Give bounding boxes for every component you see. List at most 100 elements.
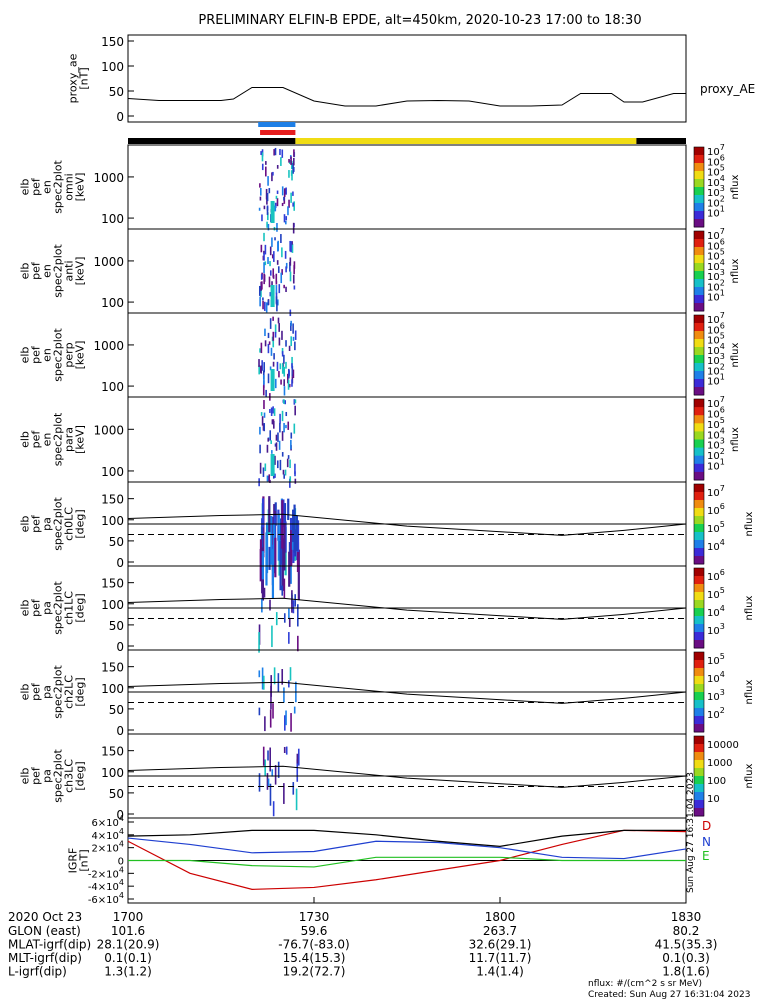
energy-panel-perp-cell bbox=[285, 361, 287, 369]
energy-panel-para-cell bbox=[276, 460, 279, 469]
energy-panel-anti-cell bbox=[269, 292, 272, 297]
footer-row-value: 59.6 bbox=[301, 924, 328, 938]
energy-panel-para-heatmap bbox=[258, 399, 297, 488]
footer-row-value: -76.7(-83.0) bbox=[278, 938, 349, 952]
pitch-panel-ch2LC-ylabel-line: pef bbox=[30, 682, 43, 701]
energy-panel-para-cell bbox=[271, 450, 273, 454]
energy-panel-anti-cell bbox=[270, 285, 275, 307]
footer-row-label: L-igrf(dip) bbox=[8, 965, 67, 979]
igrf-series-line bbox=[127, 837, 687, 860]
energy-panel-para-cell bbox=[285, 424, 287, 429]
pitch-panel-ch0LC-cell bbox=[281, 538, 284, 591]
energy-panel-omni-cell bbox=[266, 221, 268, 228]
energy-panel-anti-cell bbox=[260, 244, 263, 253]
energy-panel-anti-cell bbox=[285, 262, 288, 269]
energy-panel-anti-cell bbox=[260, 274, 263, 280]
energy-panel-anti-cell bbox=[263, 262, 265, 274]
energy-panel-anti-cell bbox=[291, 241, 293, 245]
energy-panel-anti-colorbar-segment bbox=[694, 287, 704, 296]
energy-panel-anti-colorbar bbox=[693, 230, 705, 312]
energy-panel-omni-ylabel-line: en bbox=[41, 180, 54, 194]
pitch-panel-ch0LC-ylabel-line: ch0LC bbox=[63, 507, 76, 541]
pitch-panel-ch1LC-cell bbox=[291, 590, 293, 613]
pitch-panel-ch1LC-colorbar-segment bbox=[694, 592, 704, 601]
energy-panel-para-cell bbox=[266, 444, 269, 453]
energy-panel-para-cell bbox=[259, 444, 261, 454]
pitch-panel-ch3LC-ylabel-line: spec2plot bbox=[52, 749, 65, 803]
energy-panel-perp-cell bbox=[258, 364, 260, 375]
energy-panel-perp-cell bbox=[283, 386, 286, 396]
pitch-panel-ch2LC-cell bbox=[284, 715, 286, 731]
energy-panel-omni-cell bbox=[267, 176, 269, 186]
pitch-panel-ch0LC-cell bbox=[259, 539, 263, 563]
pitch-panel-ch1LC-ytick-label: 50 bbox=[109, 619, 124, 633]
footer-row-value: 1.3(1.2) bbox=[104, 965, 152, 979]
footer: 2020 Oct 23 1700 1730 1800 1830 GLON (east) 10… bbox=[8, 910, 750, 1000]
pitch-panel-ch0LC-ytick-label: 50 bbox=[109, 535, 124, 549]
pitch-panel-ch0LC-ylabel-line: elb bbox=[19, 516, 32, 533]
pitch-panel-ch0LC-cell bbox=[271, 516, 275, 571]
pitch-panel-ch0LC-cell bbox=[296, 520, 300, 553]
energy-panel-perp-cell bbox=[283, 379, 285, 387]
pitch-panel-ch2LC-colorbar-segment bbox=[694, 692, 704, 701]
pitch-panel-ch1LC-cell bbox=[269, 599, 271, 611]
pitch-panel-ch3LC-cell bbox=[262, 746, 265, 766]
pitch-panel-ch2LC-ylabel-line: pa bbox=[41, 685, 54, 699]
energy-panel-anti-cell bbox=[275, 285, 278, 294]
energy-panel-anti-cell bbox=[275, 273, 278, 283]
energy-panel-omni-cell bbox=[283, 188, 286, 197]
energy-panel-anti-cell bbox=[284, 250, 287, 259]
energy-panel-anti-cell bbox=[267, 257, 269, 265]
pitch-panel-ch2LC-cell bbox=[272, 703, 274, 719]
pitch-panel-ch3LC-cell bbox=[297, 748, 300, 766]
energy-panel-para-cell bbox=[263, 400, 265, 410]
energy-panel-para-cell bbox=[270, 407, 273, 416]
pitch-panel-ch0LC-cell bbox=[283, 523, 286, 571]
pitch-panel-ch3LC-cell bbox=[258, 773, 261, 792]
energy-panel-anti-cell bbox=[289, 257, 292, 266]
energy-panel-omni-cell bbox=[266, 193, 269, 202]
pitch-panel-ch0LC-cell bbox=[265, 522, 269, 574]
energy-panel-perp-cell bbox=[260, 365, 262, 374]
energy-panel-anti-cell bbox=[285, 266, 287, 273]
energy-panel-anti-colorbar-tick: 107 bbox=[707, 227, 725, 242]
pitch-panel-ch3LC-cell bbox=[277, 761, 280, 778]
pitch-panel-ch2LC-cell bbox=[258, 707, 261, 716]
energy-panel-omni-cell bbox=[285, 220, 287, 225]
energy-panel-anti-colorbar-tick: 105 bbox=[707, 248, 725, 263]
pitch-panel-ch3LC-cell bbox=[269, 747, 271, 772]
energy-panel-anti-frame bbox=[127, 228, 687, 314]
energy-panel-omni-cell bbox=[268, 188, 271, 194]
pitch-panel-ch1LC-heatmap bbox=[258, 578, 299, 653]
pitch-panel-ch3LC-ylabel-line: [deg] bbox=[74, 761, 87, 790]
igrf-ytick-label: -6×104 bbox=[88, 891, 124, 906]
energy-panel-para-cell bbox=[275, 434, 278, 441]
pitch-panel-ch3LC-colorbar-frame bbox=[693, 735, 705, 817]
energy-panel-anti-cell bbox=[263, 273, 265, 285]
pitch-panel-ch0LC-cell bbox=[283, 503, 287, 539]
energy-panel-anti-ytick-label: 1000 bbox=[93, 255, 124, 269]
footer-row-value: 41.5(35.3) bbox=[655, 938, 718, 952]
energy-panel-perp-cell bbox=[270, 369, 275, 391]
energy-panel-perp-ylabel-line: elb bbox=[19, 347, 32, 364]
footer-row-label: MLT-igrf(dip) bbox=[8, 951, 82, 965]
energy-panel-perp-cell bbox=[281, 330, 283, 340]
pitch-panel-ch2LC-loss-cone-line bbox=[127, 681, 687, 704]
pitch-panel-ch1LC-colorbar-tick: 106 bbox=[707, 568, 725, 583]
energy-panel-anti-colorbar-segment bbox=[694, 239, 704, 248]
pitch-panel-ch0LC-cell bbox=[268, 546, 271, 570]
energy-panel-omni-cell bbox=[293, 157, 295, 166]
pitch-panel-ch0LC-ytick-label: 0 bbox=[116, 556, 124, 570]
energy-panel-para-cell bbox=[284, 469, 287, 476]
energy-panel-para-cell bbox=[287, 455, 290, 459]
pitch-panel-ch2LC-colorbar-segment bbox=[694, 700, 704, 709]
pitch-panel-ch2LC-colorbar-label: nflux bbox=[744, 679, 755, 704]
energy-panel-para-colorbar-segment bbox=[694, 471, 704, 481]
pitch-panel-ch2LC-cell bbox=[283, 687, 285, 703]
pitch-panel-ch0LC-cell bbox=[295, 515, 298, 551]
energy-panel-anti-colorbar-segment bbox=[694, 263, 704, 272]
energy-panel-perp-ylabel-line: en bbox=[41, 348, 54, 362]
energy-panel-anti-cell bbox=[277, 266, 280, 273]
